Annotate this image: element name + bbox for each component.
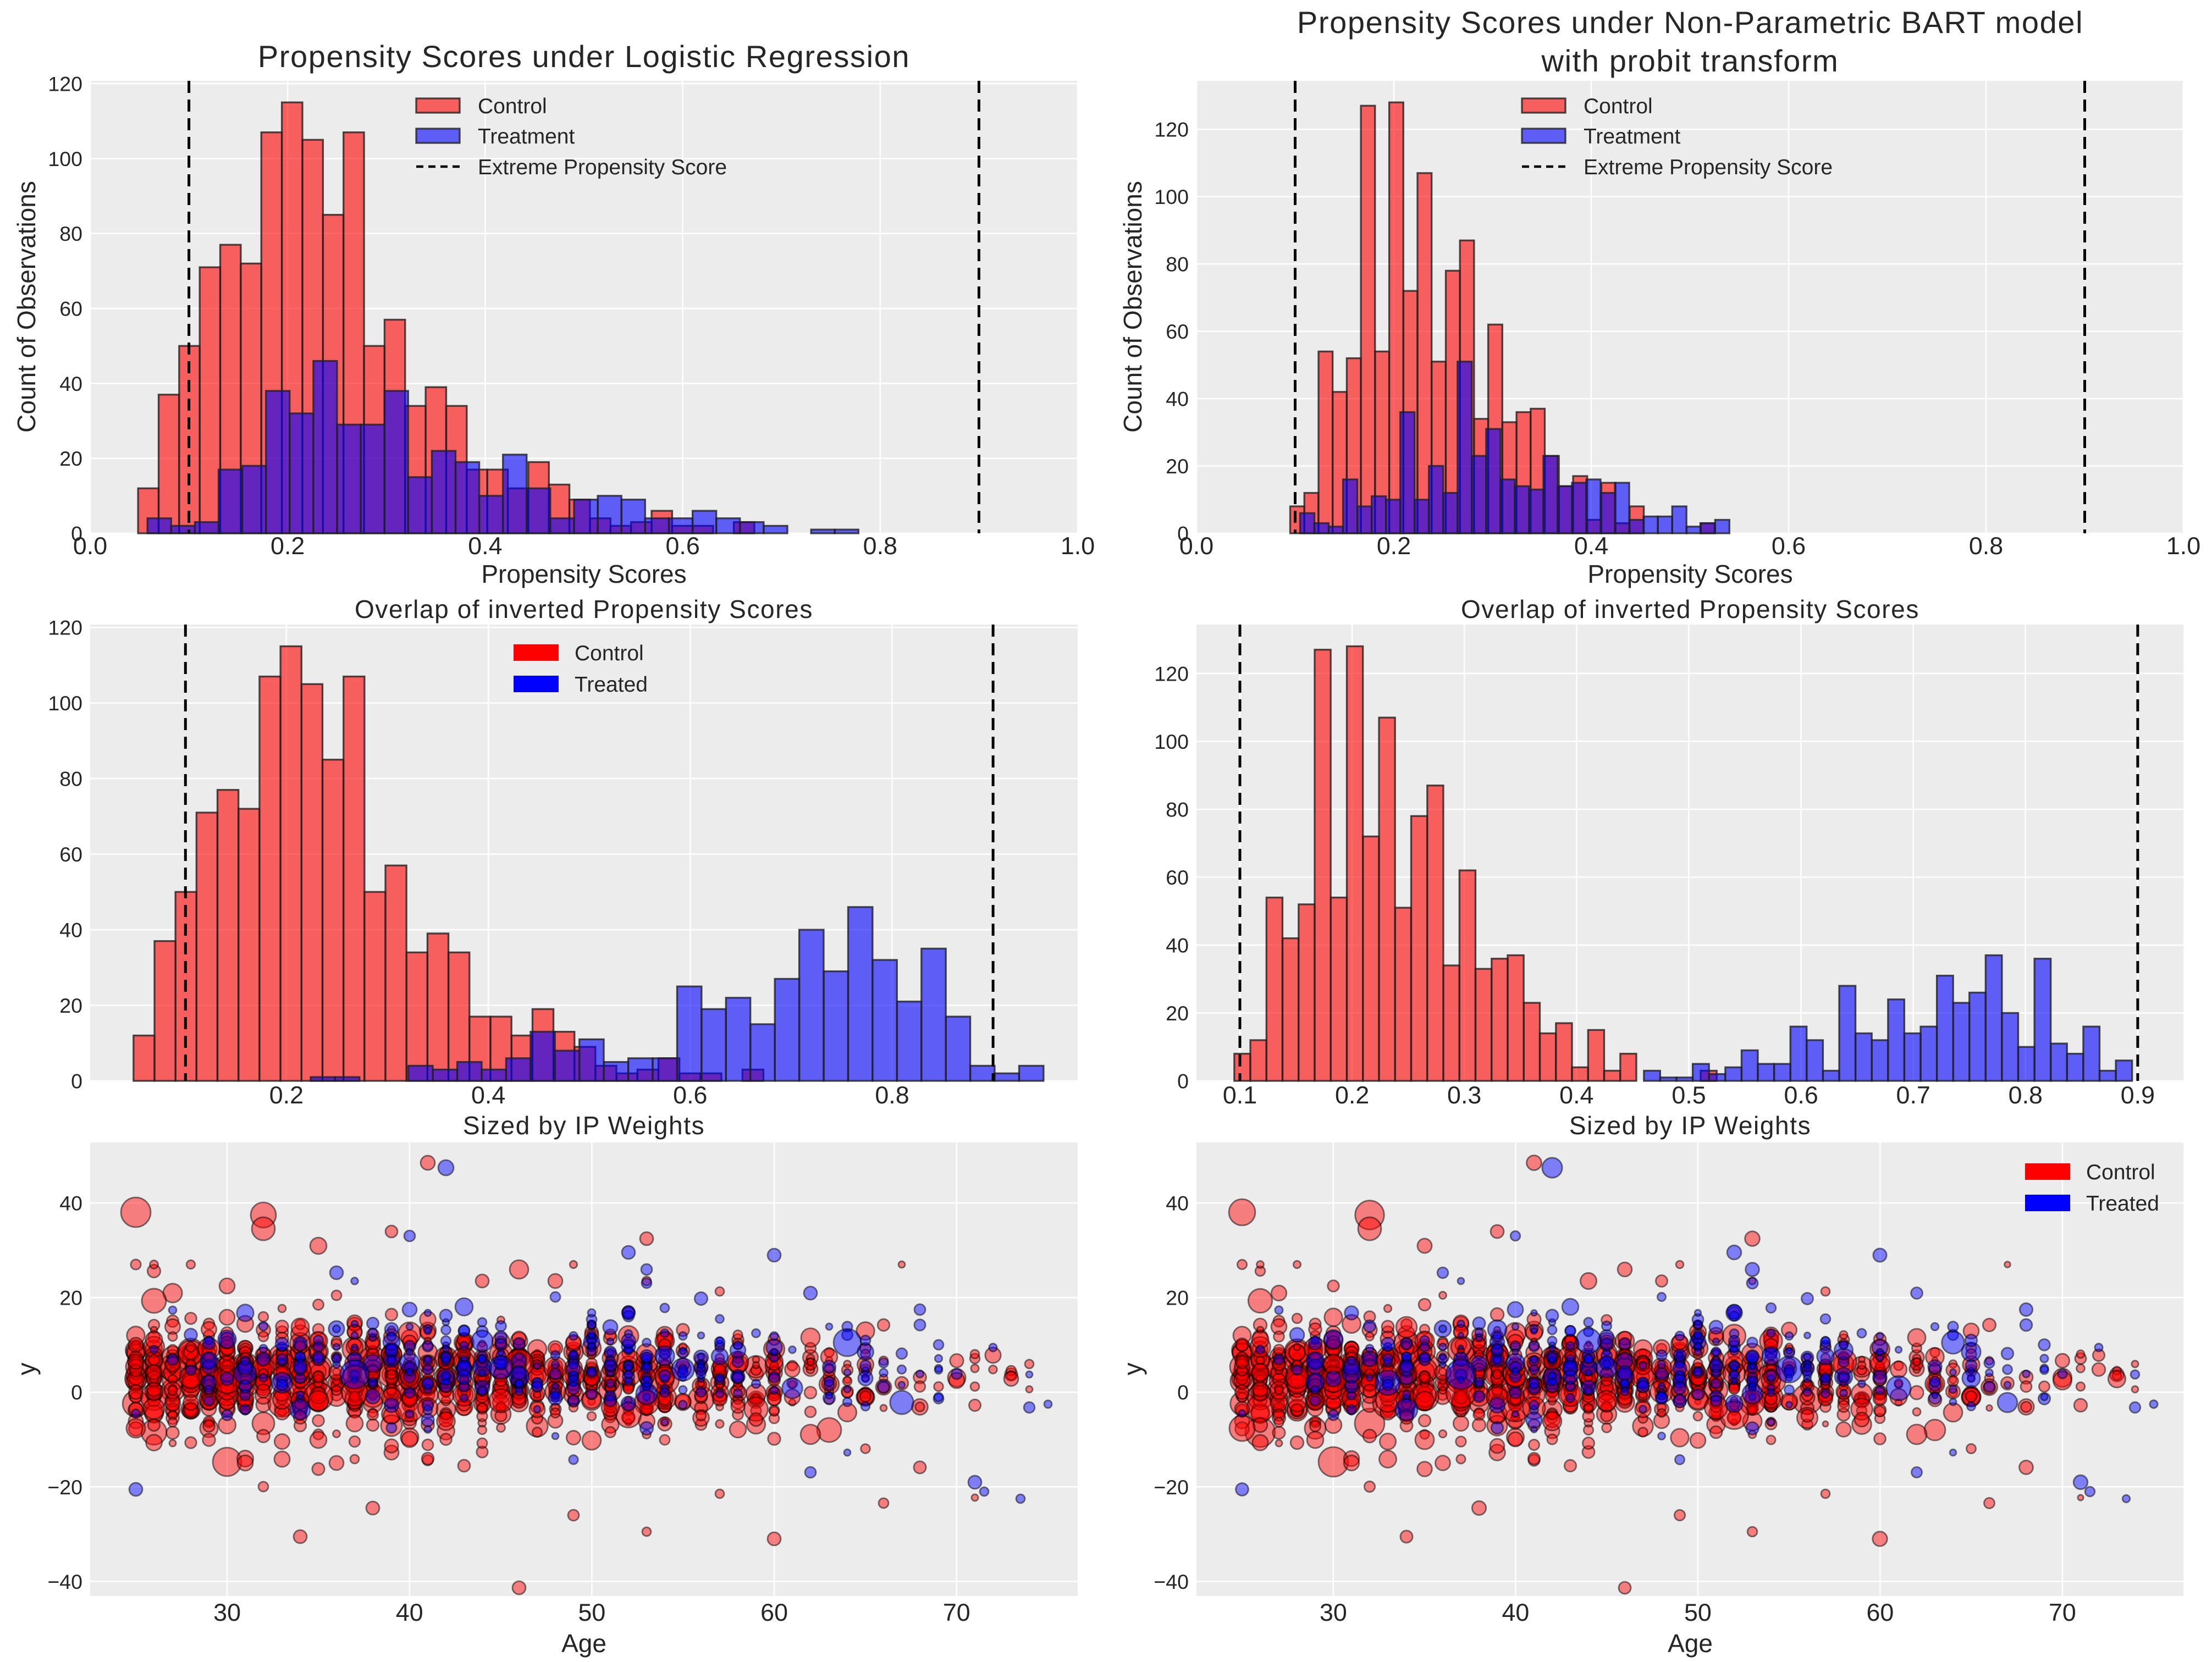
svg-text:−40: −40	[47, 1570, 82, 1593]
svg-text:120: 120	[1154, 662, 1189, 685]
svg-text:0: 0	[71, 1070, 82, 1093]
svg-text:0.6: 0.6	[665, 532, 699, 560]
svg-text:80: 80	[1166, 798, 1189, 821]
svg-text:Count of Observations: Count of Observations	[1118, 181, 1147, 433]
svg-text:Age: Age	[561, 1629, 606, 1658]
svg-text:100: 100	[1154, 185, 1189, 208]
svg-text:20: 20	[1166, 1286, 1189, 1310]
svg-text:0.6: 0.6	[1784, 1081, 1818, 1109]
svg-text:Extreme Propensity Score: Extreme Propensity Score	[1584, 156, 1833, 179]
svg-text:Control: Control	[478, 95, 547, 118]
svg-text:Age: Age	[1668, 1629, 1713, 1658]
svg-text:Propensity Scores under Non-Pa: Propensity Scores under Non-Parametric B…	[1297, 5, 2083, 40]
svg-text:0.8: 0.8	[863, 532, 897, 560]
svg-text:40: 40	[59, 372, 82, 395]
svg-text:y: y	[1118, 1363, 1147, 1376]
svg-text:60: 60	[59, 843, 82, 866]
svg-text:0: 0	[1177, 1381, 1189, 1404]
svg-text:40: 40	[1166, 388, 1189, 411]
svg-text:80: 80	[59, 767, 82, 791]
svg-text:70: 70	[943, 1599, 970, 1626]
svg-text:Propensity Scores: Propensity Scores	[481, 560, 686, 588]
svg-text:80: 80	[1166, 253, 1189, 276]
svg-text:60: 60	[1166, 320, 1189, 343]
svg-text:20: 20	[59, 994, 82, 1017]
svg-text:Treated: Treated	[575, 673, 648, 697]
svg-text:0.4: 0.4	[468, 532, 502, 560]
svg-text:0.8: 0.8	[1969, 532, 2003, 560]
svg-text:0.4: 0.4	[471, 1081, 505, 1109]
svg-text:Propensity Scores under Logist: Propensity Scores under Logistic Regress…	[258, 39, 910, 74]
svg-text:0.1: 0.1	[1223, 1081, 1257, 1109]
svg-text:Overlap of inverted Propensity: Overlap of inverted Propensity Scores	[1461, 595, 1919, 623]
svg-text:20: 20	[1166, 1002, 1189, 1025]
svg-text:0.2: 0.2	[271, 532, 305, 560]
svg-text:100: 100	[48, 147, 82, 170]
svg-text:120: 120	[48, 616, 82, 639]
svg-text:Propensity Scores: Propensity Scores	[1587, 560, 1792, 588]
svg-text:1.0: 1.0	[2166, 532, 2200, 560]
svg-text:Treated: Treated	[2086, 1192, 2159, 1216]
svg-text:40: 40	[1502, 1599, 1529, 1626]
svg-text:0.0: 0.0	[73, 532, 107, 560]
svg-text:0.2: 0.2	[269, 1081, 304, 1109]
svg-text:60: 60	[1166, 866, 1189, 889]
svg-text:40: 40	[59, 919, 82, 942]
svg-text:120: 120	[1154, 118, 1189, 141]
svg-text:1.0: 1.0	[1061, 532, 1095, 560]
svg-text:Control: Control	[1584, 95, 1653, 118]
svg-text:30: 30	[213, 1599, 241, 1626]
svg-text:70: 70	[2049, 1599, 2076, 1626]
svg-text:0: 0	[71, 1381, 82, 1404]
svg-text:40: 40	[396, 1599, 423, 1626]
svg-text:−20: −20	[1154, 1476, 1189, 1499]
svg-text:20: 20	[1166, 455, 1189, 478]
svg-text:Control: Control	[575, 642, 644, 665]
svg-text:80: 80	[59, 222, 82, 245]
svg-text:60: 60	[59, 297, 82, 321]
svg-text:Count of Observations: Count of Observations	[12, 181, 41, 433]
svg-text:Treatment: Treatment	[1584, 125, 1680, 148]
svg-text:100: 100	[48, 692, 82, 715]
svg-text:100: 100	[1154, 730, 1189, 753]
svg-text:0: 0	[1177, 522, 1189, 545]
svg-text:0.6: 0.6	[673, 1081, 707, 1109]
svg-text:0.3: 0.3	[1447, 1081, 1481, 1109]
svg-text:Treatment: Treatment	[478, 125, 575, 148]
svg-text:0: 0	[71, 522, 82, 545]
svg-text:Sized by IP Weights: Sized by IP Weights	[463, 1111, 705, 1140]
svg-text:60: 60	[760, 1599, 788, 1626]
svg-text:0.8: 0.8	[875, 1081, 909, 1109]
svg-text:40: 40	[1166, 1192, 1189, 1215]
svg-text:30: 30	[1320, 1599, 1347, 1626]
svg-text:0.4: 0.4	[1574, 532, 1608, 560]
svg-text:0: 0	[1177, 1070, 1189, 1093]
svg-text:0.9: 0.9	[2121, 1081, 2155, 1109]
svg-text:0.2: 0.2	[1377, 532, 1411, 560]
svg-text:0.2: 0.2	[1335, 1081, 1369, 1109]
svg-text:40: 40	[1166, 934, 1189, 957]
svg-text:−40: −40	[1154, 1570, 1189, 1593]
svg-text:20: 20	[59, 447, 82, 470]
svg-text:120: 120	[48, 73, 82, 96]
svg-text:−20: −20	[47, 1476, 82, 1499]
svg-text:with probit transform: with probit transform	[1541, 43, 1839, 78]
svg-text:Sized by IP Weights: Sized by IP Weights	[1569, 1111, 1811, 1140]
svg-text:y: y	[12, 1363, 41, 1376]
svg-text:40: 40	[59, 1192, 82, 1215]
svg-text:Extreme Propensity Score: Extreme Propensity Score	[478, 156, 727, 179]
svg-text:0.4: 0.4	[1559, 1081, 1593, 1109]
svg-text:0.8: 0.8	[2009, 1081, 2043, 1109]
svg-text:0.5: 0.5	[1672, 1081, 1706, 1109]
svg-text:Overlap of inverted Propensity: Overlap of inverted Propensity Scores	[355, 595, 813, 623]
svg-text:0.0: 0.0	[1179, 532, 1213, 560]
svg-text:0.6: 0.6	[1772, 532, 1806, 560]
svg-text:Control: Control	[2086, 1161, 2155, 1184]
svg-text:60: 60	[1866, 1599, 1894, 1626]
svg-text:0.7: 0.7	[1896, 1081, 1930, 1109]
svg-text:20: 20	[59, 1286, 82, 1310]
svg-text:50: 50	[1684, 1599, 1712, 1626]
svg-text:50: 50	[578, 1599, 605, 1626]
